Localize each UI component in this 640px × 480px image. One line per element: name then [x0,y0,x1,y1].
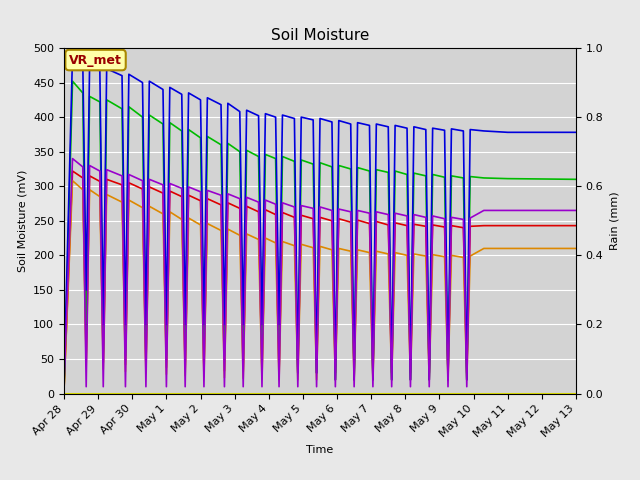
SM 4 [178,91,186,97]
SM 4 [572,130,580,135]
SM 3 [178,128,186,134]
SM 3 [316,160,324,166]
SM 5 [385,212,392,217]
Line: SM 3: SM 3 [64,81,576,390]
SM 3 [313,370,321,376]
SM 1 [166,188,173,194]
SM 4 [166,84,173,90]
SM 5 [68,156,76,161]
SM 2 [60,387,68,393]
Line: SM 4: SM 4 [64,55,576,383]
SM 1 [178,194,186,200]
Y-axis label: Soil Moisture (mV): Soil Moisture (mV) [17,169,28,272]
SM 5 [463,384,470,390]
Legend: SM 1, SM 2, SM 3, SM 4, SM 5, Precip_mm, TZ ppt: SM 1, SM 2, SM 3, SM 4, SM 5, Precip_mm,… [120,475,438,480]
SM 2 [68,178,76,183]
Text: VR_met: VR_met [69,54,122,67]
SM 1 [316,215,324,220]
SM 1 [572,223,580,228]
SM 3 [572,177,580,182]
SM 1 [313,370,321,376]
SM 4 [255,113,262,119]
SM 4 [316,116,324,121]
X-axis label: Time: Time [307,445,333,455]
SM 4 [60,380,68,386]
SM 2 [313,377,321,383]
SM 4 [447,126,455,132]
SM 2 [572,246,580,252]
SM 3 [166,120,173,126]
SM 4 [313,370,321,376]
Line: SM 1: SM 1 [64,171,576,390]
SM 5 [83,384,90,390]
SM 5 [460,216,467,222]
SM 5 [447,215,455,220]
SM 1 [447,223,455,228]
SM 2 [178,216,186,222]
Line: SM 5: SM 5 [64,158,576,387]
SM 2 [316,243,324,249]
SM 2 [255,237,262,242]
SM 1 [255,209,262,215]
SM 3 [60,387,68,393]
SM 5 [365,210,373,216]
SM 5 [60,380,68,386]
SM 5 [572,207,580,213]
Title: Soil Moisture: Soil Moisture [271,28,369,43]
SM 3 [447,173,455,179]
Line: SM 2: SM 2 [64,180,576,390]
SM 1 [60,387,68,393]
SM 2 [447,252,455,258]
SM 1 [68,168,76,174]
SM 3 [255,154,262,159]
Y-axis label: Rain (mm): Rain (mm) [609,192,619,250]
SM 5 [410,212,418,217]
SM 4 [68,52,76,58]
SM 2 [166,209,173,215]
SM 3 [68,78,76,84]
